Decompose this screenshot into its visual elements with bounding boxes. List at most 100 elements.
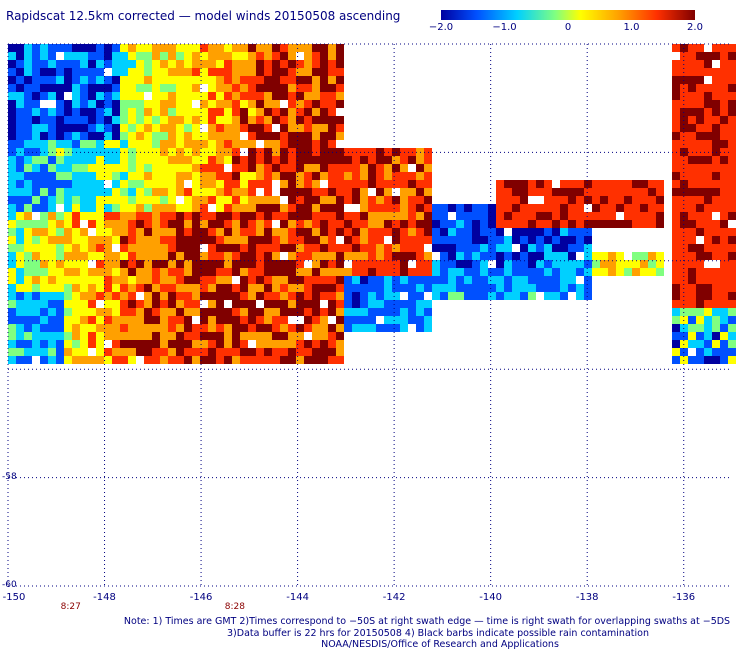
swath-cell [544,220,552,228]
swath-cell [312,356,320,364]
swath-cell [728,252,736,260]
swath-cell [704,60,712,68]
swath-cell [112,92,120,100]
swath-cell [40,180,48,188]
swath-cell [672,228,680,236]
swath-cell [384,276,392,284]
swath-cell [568,188,576,196]
swath-cell [224,316,232,324]
swath-cell [104,108,112,116]
swath-cell [56,316,64,324]
swath-cell [704,236,712,244]
swath-cell [40,84,48,92]
swath-cell [320,324,328,332]
swath-cell [136,180,144,188]
swath-cell [208,92,216,100]
swath-cell [304,356,312,364]
swath-cell [16,348,24,356]
swath-cell [232,188,240,196]
swath-cell [144,348,152,356]
swath-cell [336,252,344,260]
swath-cell [248,180,256,188]
swath-cell [200,108,208,116]
swath-cell [472,228,480,236]
swath-cell [256,252,264,260]
swath-cell [96,132,104,140]
swath-cell [16,108,24,116]
swath-cell [376,308,384,316]
swath-cell [408,188,416,196]
swath-cell [616,252,624,260]
swath-cell [112,348,120,356]
swath-cell [128,252,136,260]
swath-cell [696,132,704,140]
swath-cell [728,348,736,356]
swath-cell [48,92,56,100]
swath-cell [576,244,584,252]
swath-cell [512,292,520,300]
swath-cell [16,292,24,300]
swath-cell [56,284,64,292]
swath-cell [16,316,24,324]
swath-cell [96,44,104,52]
swath-cell [40,292,48,300]
swath-cell [416,164,424,172]
swath-cell [240,236,248,244]
swath-cell [272,316,280,324]
swath-cell [432,220,440,228]
swath-cell [120,68,128,76]
swath-cell [416,156,424,164]
swath-cell [160,292,168,300]
swath-cell [184,76,192,84]
swath-cell [88,188,96,196]
swath-cell [40,300,48,308]
swath-cell [48,252,56,260]
swath-cell [248,212,256,220]
swath-cell [200,276,208,284]
swath-cell [288,292,296,300]
swath-cell [704,124,712,132]
swath-cell [8,84,16,92]
swath-cell [464,284,472,292]
swath-cell [456,220,464,228]
swath-cell [272,44,280,52]
swath-cell [264,300,272,308]
swath-cell [536,284,544,292]
swath-cell [112,68,120,76]
swath-cell [464,228,472,236]
swath-cell [320,348,328,356]
swath-cell [400,244,408,252]
swath-cell [296,300,304,308]
swath-cell [240,188,248,196]
swath-cell [720,292,728,300]
swath-cell [72,132,80,140]
swath-cell [216,340,224,348]
swath-cell [32,292,40,300]
swath-cell [160,156,168,164]
swath-cell [304,244,312,252]
swath-cell [592,180,600,188]
swath-cell [280,156,288,164]
swath-cell [160,188,168,196]
swath-cell [672,268,680,276]
swath-cell [104,324,112,332]
swath-cell [192,76,200,84]
swath-cell [568,204,576,212]
swath-cell [168,92,176,100]
swath-cell [224,276,232,284]
swath-cell [320,252,328,260]
swath-cell [112,164,120,172]
swath-cell [400,156,408,164]
swath-cell [104,124,112,132]
swath-cell [376,220,384,228]
swath-cell [416,308,424,316]
swath-cell [88,252,96,260]
swath-cell [392,236,400,244]
swath-cell [72,60,80,68]
swath-cell [24,228,32,236]
swath-cell [80,324,88,332]
swath-cell [320,116,328,124]
swath-cell [200,76,208,84]
swath-cell [192,348,200,356]
swath-cell [384,316,392,324]
